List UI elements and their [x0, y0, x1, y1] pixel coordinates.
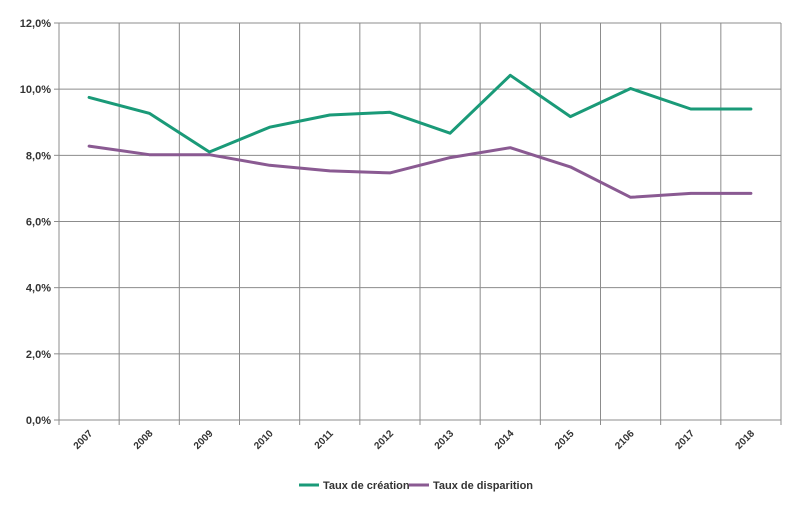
- data-point: [448, 131, 452, 135]
- data-point: [749, 192, 753, 195]
- chart-series: [87, 73, 753, 199]
- x-tick-label: 2007: [72, 428, 96, 452]
- data-point: [448, 156, 452, 159]
- data-point: [148, 153, 151, 156]
- series-line-2: [87, 144, 753, 199]
- data-point: [87, 96, 91, 99]
- series-line-1: [87, 73, 753, 154]
- x-tick-label: 2009: [192, 428, 216, 452]
- legend-label: Taux de création: [323, 480, 410, 492]
- y-tick-label: 10,0%: [20, 84, 51, 96]
- data-point: [268, 126, 271, 129]
- data-point: [268, 164, 271, 167]
- y-axis-ticks: 0,0% 2,0% 4,0% 6,0% 8,0% 10,0% 12,0%: [20, 18, 51, 427]
- data-point: [208, 150, 211, 154]
- data-point: [328, 113, 331, 117]
- data-point: [569, 165, 572, 169]
- data-point: [689, 107, 692, 111]
- x-tick-label: 2013: [433, 428, 457, 452]
- data-point: [388, 171, 392, 175]
- x-tick-label: 2012: [373, 428, 397, 452]
- x-tick-label: 2014: [493, 428, 517, 452]
- y-tick-label: 4,0%: [26, 283, 51, 295]
- data-point: [388, 111, 392, 114]
- x-tick-label: 2017: [673, 428, 697, 452]
- x-tick-label: 2106: [613, 428, 637, 452]
- x-tick-label: 2015: [553, 428, 577, 452]
- data-point: [148, 112, 151, 115]
- x-tick-label: 2010: [252, 428, 276, 452]
- data-point: [749, 107, 753, 111]
- data-point: [569, 115, 572, 118]
- y-tick-label: 6,0%: [26, 217, 51, 229]
- chart-grid: [54, 22, 782, 425]
- data-point: [509, 74, 512, 77]
- y-tick-label: 12,0%: [20, 18, 51, 30]
- data-point: [629, 87, 632, 90]
- x-tick-label: 2011: [313, 428, 336, 451]
- data-point: [509, 146, 512, 149]
- y-tick-label: 2,0%: [26, 349, 51, 361]
- chart-legend: Taux de création Taux de disparition: [299, 480, 533, 492]
- data-point: [629, 196, 632, 199]
- data-point: [208, 153, 211, 156]
- y-tick-label: 0,0%: [26, 415, 51, 427]
- data-point: [328, 169, 331, 173]
- x-tick-label: 2008: [132, 428, 156, 452]
- x-axis-ticks: 2007 2008 2009 2010 2011 2012 2013 2014 2015 2106…: [72, 428, 758, 452]
- legend-label: Taux de disparition: [433, 480, 533, 492]
- x-tick-label: 2018: [734, 428, 758, 452]
- data-point: [87, 144, 91, 148]
- data-point: [689, 192, 692, 195]
- y-tick-label: 8,0%: [26, 150, 51, 162]
